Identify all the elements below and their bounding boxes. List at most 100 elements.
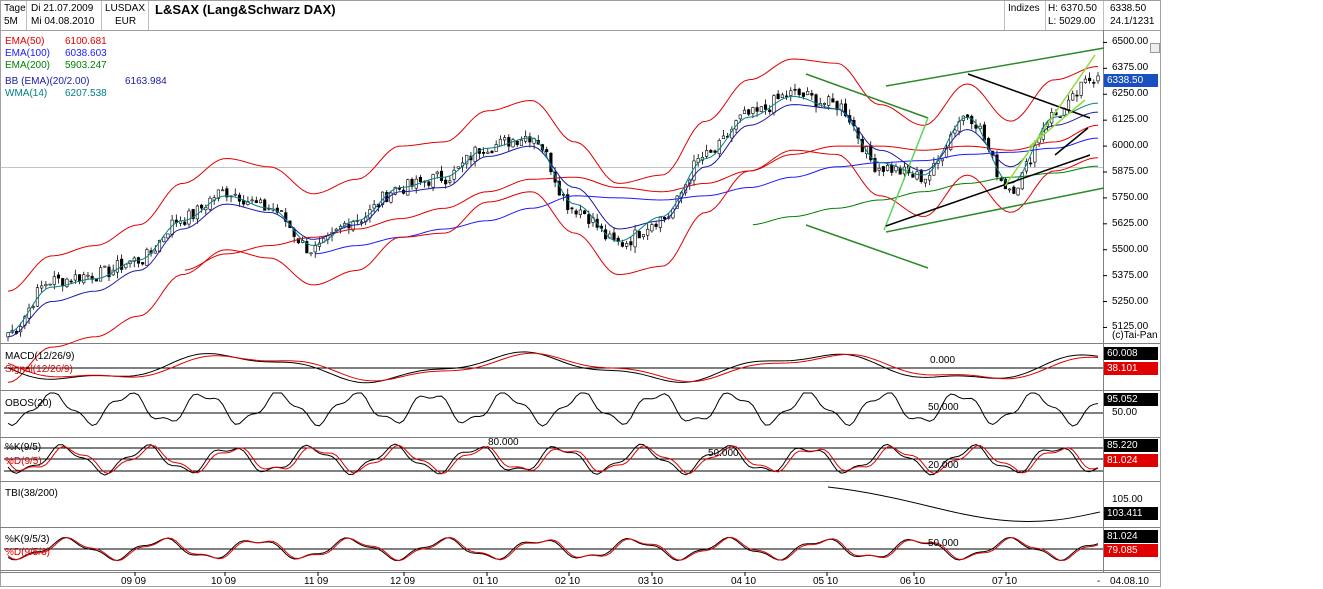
bollinger-lower-band <box>7 149 1099 383</box>
price-tick-label: 6000.00 <box>1112 140 1149 152</box>
price-tick-label: 5500.00 <box>1112 243 1149 255</box>
candle-body <box>195 205 199 220</box>
price-tick-label: 6250.00 <box>1112 88 1149 100</box>
time-tick-label: 02 10 <box>555 576 581 587</box>
candle-body <box>776 93 780 100</box>
candle-body <box>73 274 77 281</box>
candle-body <box>713 150 717 153</box>
candle-body <box>877 168 881 171</box>
candle-body <box>835 101 839 110</box>
settings-icon[interactable] <box>1150 43 1160 53</box>
candle-body <box>284 212 288 222</box>
candle-body <box>953 129 957 134</box>
candle-body <box>843 103 848 117</box>
candle-body <box>831 98 835 103</box>
candle-body <box>519 139 524 146</box>
stoch-d-line <box>7 444 1099 475</box>
candle-body <box>52 276 56 285</box>
series-line-bb-ema-20-2-00- <box>7 104 1099 338</box>
counter-label: 24.1/1231 <box>1110 16 1155 27</box>
candle-body <box>359 221 364 224</box>
header-hl-box <box>1045 0 1104 30</box>
trendline <box>1054 127 1089 156</box>
stoch2-level-label: 50.000 <box>928 538 959 549</box>
high-label: H: 6370.50 <box>1048 3 1097 14</box>
stoch-d-name: %D(9/5) <box>5 456 42 467</box>
candle-body <box>793 88 797 91</box>
candle-body <box>738 114 742 120</box>
candle-body <box>465 154 469 165</box>
candle-body <box>132 257 136 262</box>
candle-body <box>1079 81 1083 96</box>
candle-body <box>886 164 890 171</box>
candle-body <box>65 278 69 287</box>
candle-body <box>637 231 641 239</box>
period-label[interactable]: Tage <box>4 3 26 14</box>
candle-body <box>747 109 751 115</box>
time-tick-label: 01 10 <box>473 576 499 587</box>
obos-level-label: 50.000 <box>928 402 959 413</box>
candle-body <box>822 102 827 105</box>
candle-body <box>633 229 637 248</box>
stoch-k-name: %K(9/5) <box>5 442 42 453</box>
time-tick-label: 12 09 <box>390 576 416 587</box>
candle-body <box>250 199 254 202</box>
candle-body <box>40 285 44 289</box>
candle-body <box>801 92 805 97</box>
candle-body <box>654 223 658 227</box>
legend-ema50: EMA(50) 6100.681 <box>5 36 107 47</box>
macd-name: MACD(12/26/9) <box>5 351 75 362</box>
candle-body <box>582 210 587 214</box>
candle-body <box>814 94 818 107</box>
price-tick-label: 5875.00 <box>1112 165 1149 177</box>
candle-body <box>1012 186 1016 194</box>
candle-body <box>827 96 831 106</box>
timeframe-label[interactable]: 5M <box>4 16 18 27</box>
chart-title: L&SAX (Lang&Schwarz DAX) <box>155 2 336 17</box>
candle-body <box>187 210 191 225</box>
candle-body <box>162 236 166 243</box>
price-tick-label: 6125.00 <box>1112 114 1149 126</box>
candle-body <box>452 169 456 180</box>
candle-body <box>646 228 650 236</box>
candle-body <box>709 150 713 153</box>
time-tick-label: 11 09 <box>304 576 329 587</box>
candle-body <box>141 262 145 265</box>
stoch2-k-tag: 81.024 <box>1104 530 1158 543</box>
time-tick-label: 03 10 <box>638 576 664 587</box>
candle-body <box>742 109 747 114</box>
macd-line <box>7 351 1099 384</box>
stoch-k-line <box>7 443 1099 476</box>
obos-value-tag: 95.052 <box>1104 393 1158 406</box>
candle-body <box>928 175 932 181</box>
candle-body <box>200 204 204 209</box>
candle-body <box>587 214 591 224</box>
stoch-level-80: 80.000 <box>488 437 519 448</box>
candle-body <box>755 107 759 112</box>
candle-body <box>1066 99 1071 110</box>
candle-body <box>444 179 448 185</box>
candle-body <box>1088 77 1092 81</box>
macd-signal-name: Signal(12/26/9) <box>5 364 73 375</box>
candle-body <box>629 241 633 246</box>
candle-body <box>789 90 793 96</box>
price-tick-label: 5625.00 <box>1112 217 1149 229</box>
candle-body <box>103 265 107 268</box>
candle-body <box>94 279 98 282</box>
legend-wma14: WMA(14) 6207.538 <box>5 88 107 99</box>
candle-body <box>974 124 978 129</box>
tbi-axis-label: 105.00 <box>1112 494 1143 505</box>
candle-body <box>911 174 915 178</box>
candle-body <box>61 278 65 287</box>
stoch-k-tag: 85.220 <box>1104 439 1158 452</box>
header-symbol-box <box>102 0 149 30</box>
candle-body <box>393 187 397 195</box>
date-end: Mi 04.08.2010 <box>31 16 95 27</box>
candle-body <box>780 94 784 98</box>
trendline <box>1004 54 1096 187</box>
price-tick-label: 5375.00 <box>1112 269 1149 281</box>
candle-body <box>69 280 73 283</box>
candle-body <box>785 95 789 98</box>
